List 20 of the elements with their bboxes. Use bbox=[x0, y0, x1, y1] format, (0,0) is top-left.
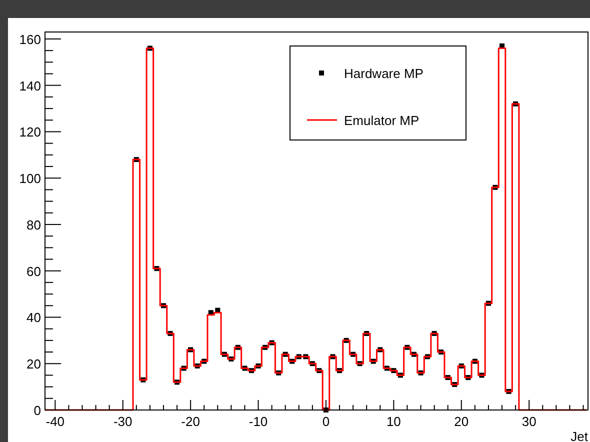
y-tick-label: 80 bbox=[26, 217, 41, 232]
x-tick-label: -20 bbox=[181, 414, 200, 429]
y-tick-label: 120 bbox=[19, 124, 41, 140]
x-tick-label: 0 bbox=[322, 414, 330, 429]
y-tick-label: 60 bbox=[26, 264, 41, 279]
y-tick-label: 140 bbox=[19, 78, 41, 94]
x-axis-title: Jet bbox=[570, 429, 588, 442]
legend-label: Emulator MP bbox=[344, 113, 420, 128]
y-tick-label: 40 bbox=[26, 310, 41, 326]
x-tick-label: 30 bbox=[522, 414, 536, 429]
y-tick-label: 20 bbox=[26, 356, 41, 372]
x-tick-label: -30 bbox=[113, 414, 132, 429]
legend-label: Hardware MP bbox=[344, 66, 424, 81]
y-tick-label: 100 bbox=[19, 171, 41, 186]
y-tick-label: 0 bbox=[34, 403, 41, 418]
x-tick-label: 20 bbox=[454, 414, 469, 429]
x-tick-label: -10 bbox=[248, 414, 268, 429]
x-tick-label: 10 bbox=[386, 414, 401, 429]
y-tick-label: 160 bbox=[19, 32, 41, 47]
x-tick-label: -40 bbox=[46, 414, 65, 429]
